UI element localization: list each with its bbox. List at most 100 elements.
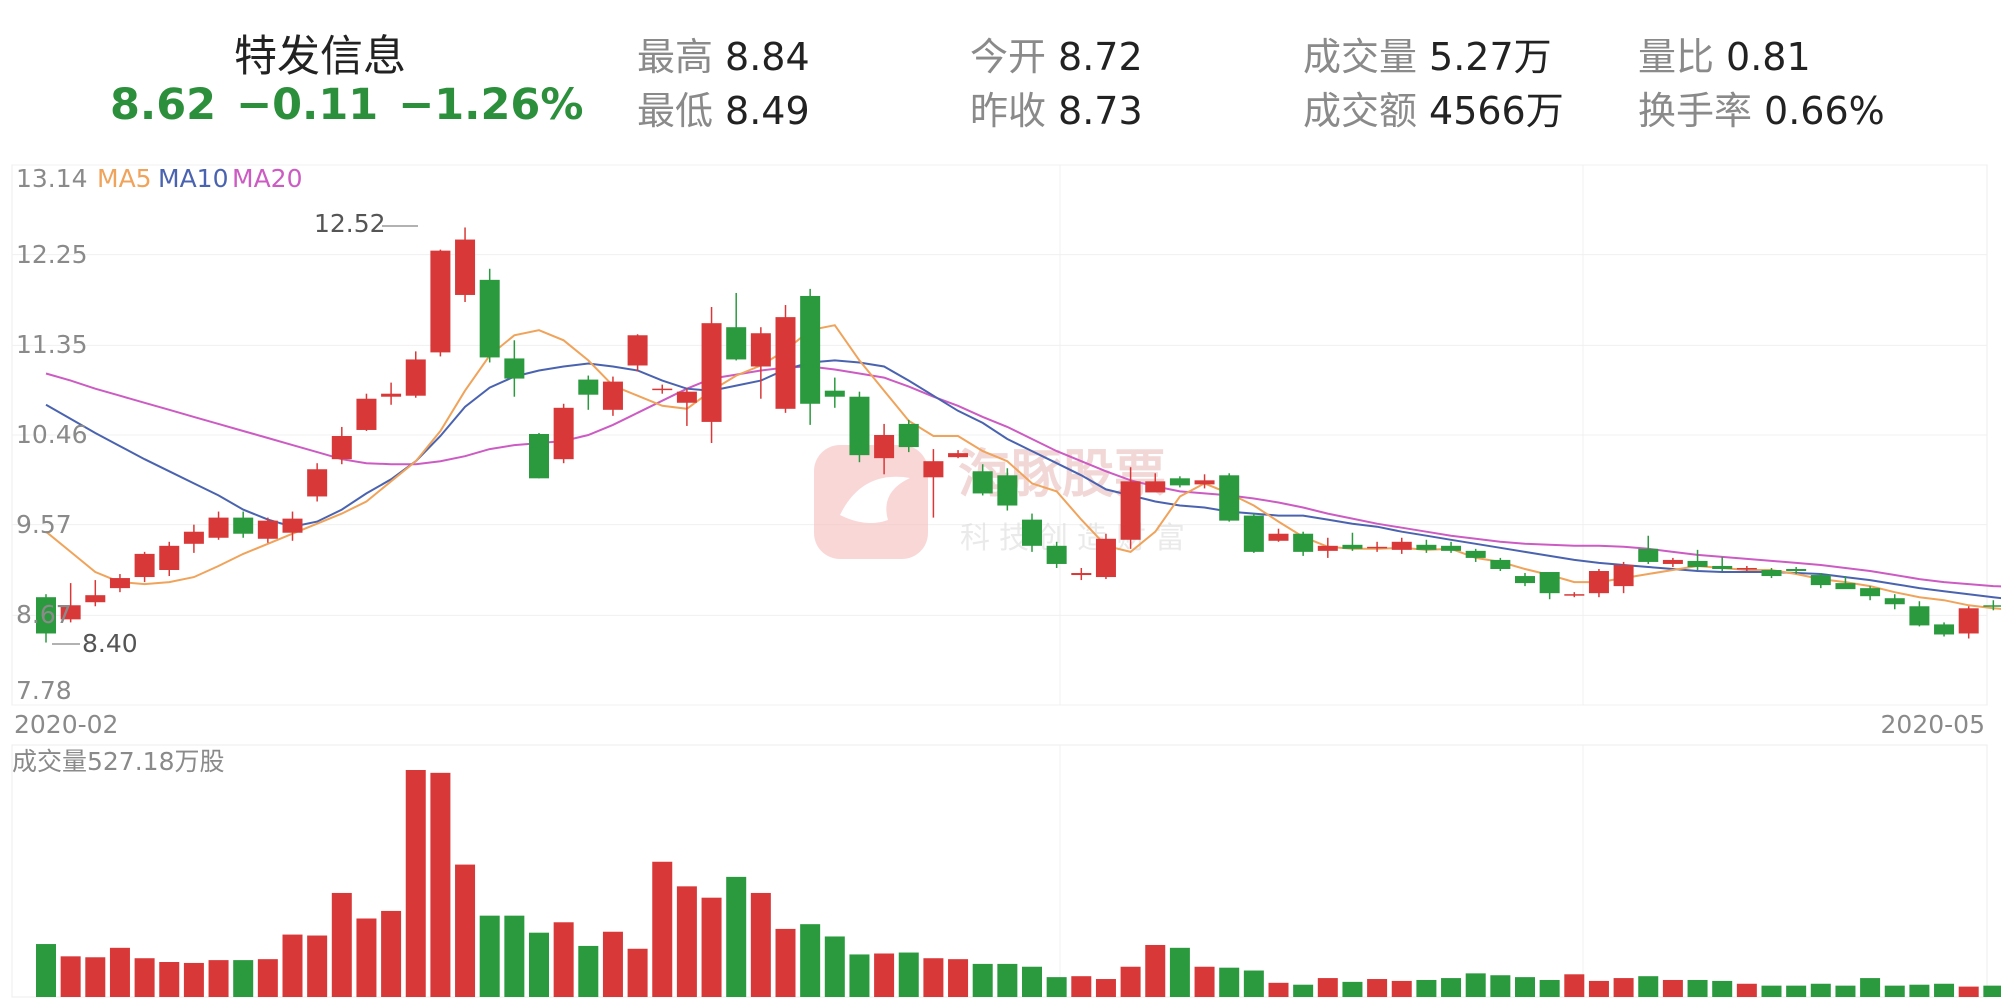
volume-bar <box>1662 979 1683 997</box>
candle-body <box>1367 546 1388 549</box>
volume-bar <box>183 962 204 997</box>
stat-turnover-rate: 换手率 0.66% <box>1638 89 1885 133</box>
volume-bar <box>1810 983 1831 997</box>
candle-body <box>1219 475 1240 521</box>
volume-bar <box>1342 981 1363 997</box>
watermark-dolphin-icon <box>840 476 910 524</box>
volume-bar <box>1761 985 1782 997</box>
ytick-label: 10.46 <box>16 420 88 449</box>
legend-ma5: MA5 <box>97 164 152 193</box>
volume-bar <box>775 928 796 997</box>
candle-body <box>750 333 771 367</box>
candle-body <box>1687 560 1708 567</box>
volume-bar <box>578 945 599 997</box>
price-change-pct: −1.26% <box>398 80 584 130</box>
candle-body <box>479 279 500 358</box>
x-start-label: 2020-02 <box>14 710 118 739</box>
ytick-label: 13.14 <box>16 164 88 193</box>
candle-body <box>1268 533 1289 541</box>
volume-bar <box>1515 977 1535 997</box>
volume-bar <box>1169 947 1190 997</box>
volume-bar <box>307 935 328 997</box>
legend-ma20: MA20 <box>232 164 302 193</box>
volume-title: 成交量527.18万股 <box>12 747 224 776</box>
volume-bar <box>208 960 229 997</box>
candle-body <box>1810 575 1831 586</box>
volume-bar <box>553 922 574 997</box>
candle-body <box>1539 572 1560 594</box>
volume-bar <box>381 910 402 997</box>
candle-body <box>1465 550 1486 558</box>
stat-open: 今开 8.72 <box>970 35 1143 79</box>
volume-bar <box>1293 984 1314 997</box>
volume-bar <box>1046 977 1067 997</box>
volume-bar <box>1317 978 1338 997</box>
volume-bar <box>1983 985 2001 997</box>
candle-body <box>1934 624 1955 635</box>
volume-bar <box>1243 970 1264 997</box>
volume-bar <box>1884 985 1905 997</box>
volume-bar <box>750 892 771 997</box>
candle-body <box>800 295 821 404</box>
volume-bar <box>1194 966 1215 997</box>
candle-body <box>1071 573 1092 576</box>
candle-body <box>726 327 747 360</box>
volume-bar <box>159 962 180 997</box>
volume-bar <box>701 897 722 997</box>
candle-body <box>529 433 549 479</box>
candle-body <box>1120 481 1141 540</box>
volume-bar <box>282 934 303 997</box>
candle-body <box>208 517 229 538</box>
candle-body <box>1588 571 1609 594</box>
stat-volume: 成交量 5.27万 <box>1303 35 1552 79</box>
ma5-line <box>45 324 2001 610</box>
candle-body <box>183 531 204 544</box>
volume-bar <box>1071 976 1092 997</box>
volume-bar <box>1564 974 1585 997</box>
volume-bar <box>1367 979 1388 997</box>
candle-body <box>874 435 895 459</box>
candle-body <box>1884 598 1905 605</box>
volume-bar <box>1490 975 1511 997</box>
price-line: 8.62 −0.11 −1.26% <box>100 80 583 130</box>
ytick-label: 7.78 <box>16 676 72 705</box>
volume-bar <box>726 876 747 997</box>
volume-bar <box>1120 966 1141 997</box>
candle-body <box>1761 570 1782 577</box>
candle-body <box>257 520 278 539</box>
volume-bar <box>430 772 451 997</box>
ytick-label: 12.25 <box>16 240 88 269</box>
volume-bar <box>1860 978 1881 997</box>
candle-body <box>701 323 722 422</box>
ma20-line <box>45 365 2001 588</box>
legend-ma10: MA10 <box>158 164 228 193</box>
min-annotation: 8.40 <box>52 629 138 658</box>
candle-body <box>1342 544 1363 549</box>
candle-body <box>627 335 648 366</box>
volume-bar <box>479 915 500 997</box>
candle-body <box>1293 533 1314 552</box>
candle-body <box>1983 605 2001 607</box>
candle-body <box>1613 564 1634 587</box>
volume-bar <box>36 944 56 997</box>
stat-low: 最低 8.49 <box>637 89 810 133</box>
volume-bar <box>1835 985 1856 997</box>
candle-body <box>602 381 623 410</box>
candle-body <box>1095 538 1116 578</box>
candle-body <box>455 239 476 295</box>
candle-body <box>676 391 697 403</box>
volume-bar <box>1687 979 1708 997</box>
candle-body <box>1441 545 1462 551</box>
volume-bar <box>1022 966 1042 997</box>
candle-body <box>1786 568 1807 572</box>
candle-body <box>997 475 1018 506</box>
candle-body <box>553 407 574 460</box>
stat-turnover: 成交额 4566万 <box>1303 89 1564 133</box>
max-annotation: 12.52 <box>314 209 418 238</box>
volume-bar <box>1736 983 1757 997</box>
candle-body <box>356 398 377 430</box>
candle-body <box>1662 559 1683 564</box>
candle-body <box>159 545 180 570</box>
candle-body <box>504 358 525 379</box>
stat-volume-ratio: 量比 0.81 <box>1638 35 1811 79</box>
